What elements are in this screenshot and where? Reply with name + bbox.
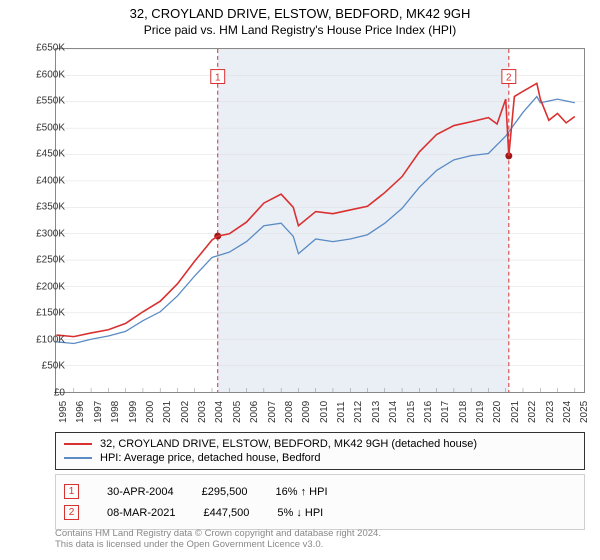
x-tick-label: 2009 xyxy=(301,401,312,423)
x-tick-label: 2007 xyxy=(267,401,278,423)
marker-price: £295,500 xyxy=(202,486,248,498)
y-tick-label: £550K xyxy=(36,96,65,107)
x-tick-label: 2005 xyxy=(232,401,243,423)
x-tick-label: 2013 xyxy=(371,401,382,423)
x-tick-label: 2021 xyxy=(510,401,521,423)
line-chart: 12 xyxy=(55,48,585,393)
y-tick-label: £50K xyxy=(42,361,65,372)
x-tick-label: 1999 xyxy=(128,401,139,423)
legend-label: 32, CROYLAND DRIVE, ELSTOW, BEDFORD, MK4… xyxy=(100,438,477,450)
x-tick-label: 2018 xyxy=(458,401,469,423)
x-tick-label: 2023 xyxy=(545,401,556,423)
x-tick-label: 2025 xyxy=(579,401,590,423)
legend: 32, CROYLAND DRIVE, ELSTOW, BEDFORD, MK4… xyxy=(55,432,585,470)
marker-badge: 2 xyxy=(64,505,79,520)
y-tick-label: £200K xyxy=(36,281,65,292)
x-tick-label: 1995 xyxy=(58,401,69,423)
marker-row: 1 30-APR-2004 £295,500 16% ↑ HPI xyxy=(64,481,576,502)
marker-date: 08-MAR-2021 xyxy=(107,507,175,519)
y-tick-label: £600K xyxy=(36,69,65,80)
legend-label: HPI: Average price, detached house, Bedf… xyxy=(100,452,321,464)
marker-price: £447,500 xyxy=(203,507,249,519)
x-tick-label: 2022 xyxy=(527,401,538,423)
x-tick-label: 2003 xyxy=(197,401,208,423)
chart-title: 32, CROYLAND DRIVE, ELSTOW, BEDFORD, MK4… xyxy=(0,0,600,21)
footer-line: Contains HM Land Registry data © Crown c… xyxy=(55,528,585,539)
chart-subtitle: Price paid vs. HM Land Registry's House … xyxy=(0,21,600,37)
y-tick-label: £350K xyxy=(36,202,65,213)
y-tick-label: £0 xyxy=(54,388,65,399)
x-tick-label: 2024 xyxy=(562,401,573,423)
x-tick-label: 2019 xyxy=(475,401,486,423)
legend-item: HPI: Average price, detached house, Bedf… xyxy=(64,451,576,465)
marker-badge: 1 xyxy=(64,484,79,499)
y-tick-label: £450K xyxy=(36,149,65,160)
x-tick-label: 1996 xyxy=(75,401,86,423)
y-tick-label: £300K xyxy=(36,228,65,239)
x-tick-label: 2006 xyxy=(249,401,260,423)
chart-area: 12 xyxy=(55,48,585,393)
x-tick-label: 2001 xyxy=(162,401,173,423)
marker-delta: 5% ↓ HPI xyxy=(277,507,323,519)
y-tick-label: £100K xyxy=(36,334,65,345)
y-tick-label: £650K xyxy=(36,43,65,54)
x-tick-label: 1998 xyxy=(110,401,121,423)
marker-table: 1 30-APR-2004 £295,500 16% ↑ HPI 2 08-MA… xyxy=(55,474,585,530)
y-tick-label: £500K xyxy=(36,122,65,133)
x-tick-label: 2017 xyxy=(440,401,451,423)
x-tick-label: 2012 xyxy=(353,401,364,423)
legend-swatch xyxy=(64,443,92,445)
footer-line: This data is licensed under the Open Gov… xyxy=(55,539,585,550)
x-tick-label: 2000 xyxy=(145,401,156,423)
x-tick-label: 2002 xyxy=(180,401,191,423)
y-tick-label: £400K xyxy=(36,175,65,186)
y-tick-label: £250K xyxy=(36,255,65,266)
marker-date: 30-APR-2004 xyxy=(107,486,174,498)
y-tick-label: £150K xyxy=(36,308,65,319)
x-tick-label: 2015 xyxy=(406,401,417,423)
legend-swatch xyxy=(64,457,92,459)
svg-text:1: 1 xyxy=(215,73,221,84)
x-tick-label: 2008 xyxy=(284,401,295,423)
marker-delta: 16% ↑ HPI xyxy=(276,486,328,498)
svg-text:2: 2 xyxy=(506,73,512,84)
x-tick-label: 2010 xyxy=(319,401,330,423)
marker-row: 2 08-MAR-2021 £447,500 5% ↓ HPI xyxy=(64,502,576,523)
legend-item: 32, CROYLAND DRIVE, ELSTOW, BEDFORD, MK4… xyxy=(64,437,576,451)
x-tick-label: 2011 xyxy=(336,401,347,423)
footer: Contains HM Land Registry data © Crown c… xyxy=(55,528,585,550)
x-tick-label: 2016 xyxy=(423,401,434,423)
x-tick-label: 2004 xyxy=(214,401,225,423)
x-tick-label: 2014 xyxy=(388,401,399,423)
x-tick-label: 2020 xyxy=(492,401,503,423)
x-tick-label: 1997 xyxy=(93,401,104,423)
